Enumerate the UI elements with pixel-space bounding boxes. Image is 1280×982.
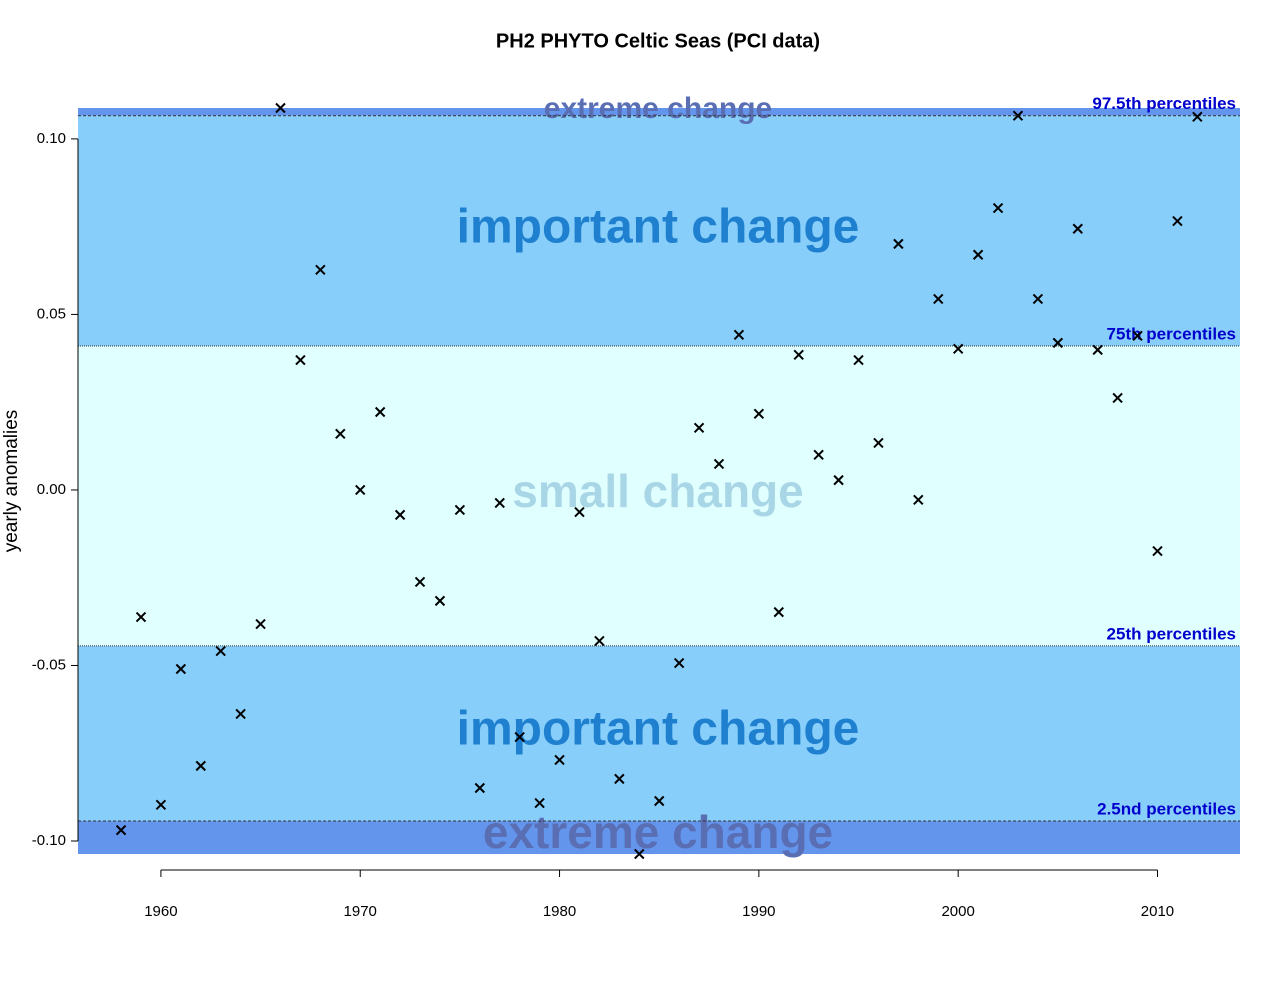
data-point bbox=[135, 611, 147, 623]
data-point bbox=[1192, 111, 1203, 122]
data-point bbox=[474, 782, 486, 794]
data-point bbox=[374, 406, 386, 418]
data-point bbox=[434, 595, 446, 607]
data-point bbox=[813, 449, 824, 461]
data-point bbox=[235, 708, 246, 720]
data-point bbox=[733, 329, 745, 340]
data-point bbox=[414, 576, 426, 588]
data-point bbox=[275, 102, 286, 114]
y-tick-label: -0.10 bbox=[32, 832, 66, 849]
data-point bbox=[634, 848, 645, 860]
data-point bbox=[1132, 330, 1143, 342]
data-point bbox=[793, 349, 804, 361]
data-point bbox=[494, 497, 505, 509]
data-point bbox=[454, 504, 466, 516]
data-point bbox=[295, 354, 306, 366]
x-tick-label: 1960 bbox=[144, 903, 177, 920]
data-point bbox=[753, 408, 765, 419]
y-tick-label: 0.00 bbox=[37, 481, 66, 498]
zone-band bbox=[78, 346, 1240, 646]
data-point bbox=[534, 797, 545, 809]
data-point bbox=[1092, 344, 1103, 356]
data-point bbox=[335, 428, 346, 439]
zone-label: important change bbox=[457, 201, 860, 254]
data-point bbox=[155, 799, 167, 811]
percentile-label: 97.5th percentiles bbox=[1092, 94, 1236, 113]
data-point bbox=[992, 202, 1004, 214]
y-axis-label: yearly anomalies bbox=[1, 410, 22, 553]
percentile-label: 25th percentiles bbox=[1107, 624, 1236, 643]
data-point bbox=[1112, 392, 1123, 404]
data-point bbox=[693, 422, 705, 434]
data-point bbox=[175, 663, 187, 675]
data-point bbox=[514, 731, 525, 743]
data-point bbox=[574, 506, 585, 518]
data-point bbox=[873, 437, 884, 449]
data-point bbox=[1032, 293, 1044, 305]
percentile-label: 2.5nd percentiles bbox=[1097, 799, 1236, 818]
data-point bbox=[1072, 223, 1083, 234]
data-point bbox=[913, 494, 924, 505]
chart-title: PH2 PHYTO Celtic Seas (PCI data) bbox=[496, 30, 820, 52]
data-point bbox=[893, 238, 904, 250]
x-tick-label: 1970 bbox=[344, 903, 377, 920]
data-point bbox=[115, 824, 127, 836]
y-tick-label: 0.10 bbox=[37, 130, 66, 147]
data-point bbox=[713, 458, 725, 470]
zone-label: small change bbox=[512, 465, 803, 517]
percentile-label: 75th percentiles bbox=[1107, 325, 1236, 344]
data-point bbox=[933, 293, 944, 305]
data-point bbox=[594, 635, 605, 647]
data-point bbox=[952, 343, 964, 355]
data-point bbox=[833, 474, 844, 486]
data-point bbox=[673, 657, 685, 669]
data-point bbox=[554, 754, 565, 766]
data-point bbox=[195, 760, 206, 772]
data-point bbox=[355, 484, 366, 496]
data-point bbox=[773, 606, 784, 618]
data-point bbox=[1152, 545, 1163, 557]
data-point bbox=[215, 645, 226, 657]
x-tick-label: 1980 bbox=[543, 903, 576, 920]
zone-band bbox=[78, 108, 1240, 116]
data-point bbox=[614, 773, 625, 785]
zone-label: extreme change bbox=[483, 806, 833, 858]
x-tick-label: 1990 bbox=[742, 903, 775, 920]
zone-label: important change bbox=[457, 703, 860, 756]
y-tick-label: 0.05 bbox=[37, 305, 66, 322]
x-tick-label: 2000 bbox=[941, 903, 974, 920]
x-tick-label: 2010 bbox=[1141, 903, 1174, 920]
data-point bbox=[853, 354, 864, 366]
data-point bbox=[653, 795, 665, 807]
data-point bbox=[315, 264, 326, 276]
data-point bbox=[394, 509, 406, 521]
data-point bbox=[1012, 110, 1024, 121]
data-point bbox=[972, 249, 984, 260]
zone-label: extreme change bbox=[544, 92, 772, 125]
y-tick-label: -0.05 bbox=[32, 656, 66, 673]
zone-band bbox=[78, 821, 1240, 854]
zone-band bbox=[78, 645, 1240, 822]
data-point bbox=[255, 618, 266, 630]
data-point bbox=[1172, 215, 1183, 227]
data-point bbox=[1052, 337, 1064, 349]
zone-band bbox=[78, 115, 1240, 347]
